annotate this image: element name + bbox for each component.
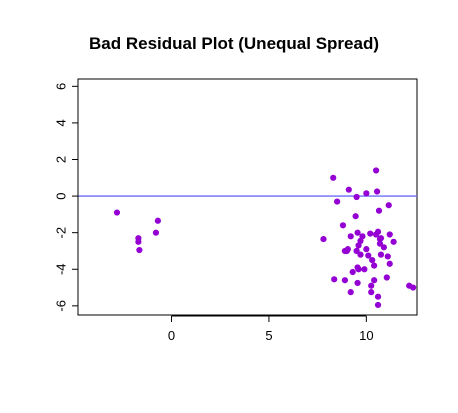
data-point: [384, 253, 391, 260]
data-point: [354, 279, 361, 287]
chart-title: Bad Residual Plot (Unequal Spread): [89, 34, 379, 53]
data-point: [347, 233, 354, 240]
plot-area-frame: [77, 78, 418, 316]
data-point: [339, 222, 347, 229]
data-point: [320, 235, 327, 243]
data-point: [355, 242, 362, 249]
data-point: [386, 231, 393, 238]
y-tick-label: -6: [54, 300, 69, 312]
data-point: [330, 174, 337, 181]
data-point: [363, 246, 370, 253]
y-tick-label: 2: [54, 156, 69, 163]
data-point: [371, 262, 378, 269]
data-point: [113, 209, 121, 216]
data-point: [372, 167, 380, 174]
data-point: [374, 293, 382, 300]
data-point: [386, 260, 393, 267]
x-tick-label: 5: [265, 328, 272, 343]
data-point: [410, 284, 417, 291]
data-points-layer: [113, 167, 417, 309]
data-point: [349, 268, 356, 276]
data-point: [152, 229, 160, 236]
data-point: [334, 198, 341, 205]
data-point: [154, 217, 161, 224]
y-tick-label: 0: [54, 192, 69, 199]
x-tick-label: 10: [359, 328, 373, 343]
data-point: [331, 276, 338, 283]
data-point: [363, 190, 370, 197]
data-point: [353, 247, 360, 255]
y-tick-label: 6: [54, 83, 69, 90]
y-tick-label: 4: [54, 119, 69, 126]
data-point: [345, 186, 352, 193]
data-point: [368, 289, 375, 296]
data-point: [372, 231, 380, 238]
data-point: [347, 289, 354, 296]
x-axis: 0 5 10: [168, 315, 374, 343]
data-point: [375, 207, 383, 214]
y-axis: -6 -4 -2 0 2 4 6: [54, 83, 79, 312]
data-point: [343, 247, 350, 255]
x-tick-label: 0: [168, 328, 175, 343]
data-point: [135, 238, 142, 245]
data-point: [368, 282, 375, 289]
data-point: [354, 229, 361, 236]
data-point: [374, 301, 382, 309]
data-point: [376, 240, 384, 247]
data-point: [377, 235, 385, 242]
data-point: [357, 251, 364, 258]
data-point: [383, 274, 390, 281]
data-point: [367, 230, 374, 237]
data-point: [373, 188, 381, 195]
data-point: [136, 246, 143, 254]
data-point: [377, 251, 385, 258]
data-point: [385, 202, 392, 209]
data-point: [369, 257, 376, 264]
data-point: [352, 213, 359, 220]
data-point: [371, 277, 378, 284]
data-point: [365, 252, 372, 259]
data-point: [355, 266, 362, 273]
data-point: [341, 277, 349, 284]
data-point: [390, 238, 397, 245]
data-point: [353, 193, 360, 201]
y-tick-label: -4: [54, 263, 69, 275]
data-point: [380, 244, 387, 251]
data-point: [361, 266, 368, 273]
y-tick-label: -2: [54, 227, 69, 239]
